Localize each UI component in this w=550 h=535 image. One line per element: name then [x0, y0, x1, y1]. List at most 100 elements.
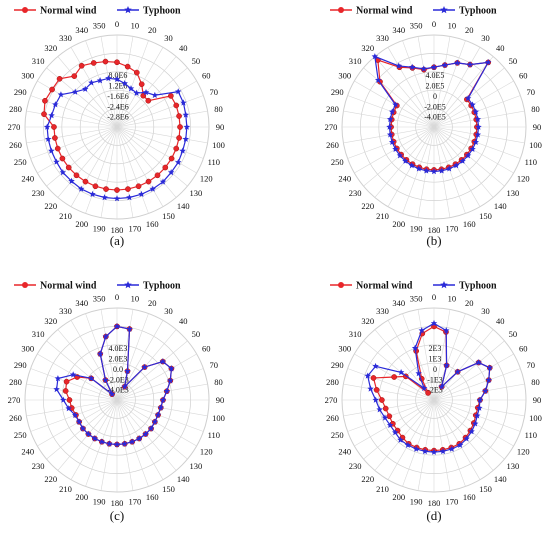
angle-label: 160: [463, 219, 476, 229]
typhoon-point: [113, 323, 121, 330]
typhoon-point: [175, 158, 182, 166]
spoke: [374, 399, 435, 471]
normal-wind-point: [52, 135, 58, 141]
typhoon-point: [372, 396, 379, 403]
typhoon-point: [52, 101, 59, 108]
spoke: [37, 126, 118, 174]
typhoon-point: [151, 418, 159, 425]
typhoon-point: [395, 62, 402, 69]
typhoon-point: [486, 364, 494, 371]
spoke: [433, 340, 505, 401]
radial-tick-label: -4.0E5: [424, 113, 446, 122]
typhoon-point: [469, 145, 476, 152]
angle-label: 90: [533, 395, 542, 405]
typhoon-point: [464, 95, 472, 102]
normal-wind-point: [379, 397, 385, 403]
angle-label: 230: [32, 461, 45, 471]
spoke: [116, 309, 134, 401]
angle-label: 340: [392, 298, 405, 308]
spoke: [26, 383, 118, 401]
typhoon-point: [182, 135, 190, 142]
spoke: [116, 47, 164, 128]
typhoon-point: [420, 65, 427, 72]
angle-label: 190: [410, 496, 423, 506]
typhoon-point: [53, 385, 60, 393]
angle-label: 230: [349, 188, 362, 198]
typhoon-point: [472, 108, 480, 115]
angle-label: 140: [494, 201, 507, 211]
angle-label: 110: [525, 430, 537, 440]
typhoon-point: [175, 88, 182, 95]
typhoon-point: [475, 123, 482, 130]
typhoon-point: [88, 79, 95, 86]
angle-label: 50: [192, 329, 201, 339]
legend-typhoon-label: Typhoon: [143, 281, 181, 292]
typhoon-point: [163, 387, 171, 394]
normal-wind-point: [154, 172, 161, 179]
angle-label: 10: [131, 294, 140, 304]
typhoon-point: [77, 185, 85, 192]
typhoon-point: [396, 152, 404, 159]
typhoon-point: [476, 396, 484, 403]
angle-label: 70: [210, 360, 219, 370]
spoke: [30, 126, 118, 159]
radial-tick-label: -2.4E6: [107, 102, 129, 111]
typhoon-point: [485, 376, 492, 383]
normal-wind-point: [54, 145, 61, 152]
angle-label: 290: [331, 360, 344, 370]
angle-label: 350: [93, 294, 106, 304]
angle-label: 240: [21, 447, 34, 457]
typhoon-point: [381, 414, 389, 421]
spoke: [100, 126, 118, 218]
angle-label: 30: [164, 306, 173, 316]
spoke: [116, 80, 197, 128]
angle-label: 150: [162, 211, 175, 221]
angle-label: 160: [146, 219, 159, 229]
typhoon-point: [98, 438, 106, 445]
spoke: [347, 368, 435, 401]
typhoon-point: [82, 85, 89, 92]
angle-label: 100: [212, 140, 225, 150]
typhoon-point: [141, 363, 148, 370]
angle-label: 290: [14, 87, 27, 97]
spoke: [116, 126, 134, 218]
angle-label: 90: [216, 122, 225, 132]
subfigure-caption: (a): [110, 233, 124, 248]
angle-label: 330: [59, 33, 72, 43]
spoke: [85, 40, 118, 128]
angle-label: 320: [44, 43, 57, 53]
angle-label: 30: [481, 33, 490, 43]
typhoon-point: [168, 365, 175, 372]
spoke: [433, 383, 525, 401]
radial-tick-label: 4.0E5: [426, 71, 445, 80]
spoke: [433, 399, 466, 487]
typhoon-point: [464, 152, 472, 159]
typhoon-point: [397, 369, 405, 376]
spoke: [46, 340, 118, 401]
angle-label: 180: [111, 498, 124, 508]
typhoon-point: [476, 404, 483, 411]
normal-wind-point: [145, 97, 152, 104]
angle-label: 60: [202, 344, 211, 354]
normal-wind-point: [90, 60, 97, 66]
spoke: [26, 126, 118, 144]
normal-wind-point: [386, 413, 393, 420]
angle-label: 310: [349, 329, 362, 339]
spoke: [433, 399, 481, 480]
normal-wind-point: [125, 186, 131, 192]
typhoon-point: [85, 430, 92, 437]
typhoon-point: [472, 138, 480, 145]
angle-label: 220: [361, 474, 374, 484]
typhoon-point: [136, 435, 143, 442]
angle-label: 300: [21, 71, 34, 81]
typhoon-point: [482, 387, 489, 394]
radial-tick-label: 4.0E3: [109, 344, 128, 353]
angle-label: 70: [527, 87, 536, 97]
angle-label: 190: [93, 496, 106, 506]
normal-wind-point: [176, 113, 182, 119]
angle-label: 200: [392, 492, 405, 502]
angle-label: 50: [192, 56, 201, 66]
angle-label: 0: [115, 292, 119, 302]
typhoon-point: [65, 405, 72, 412]
